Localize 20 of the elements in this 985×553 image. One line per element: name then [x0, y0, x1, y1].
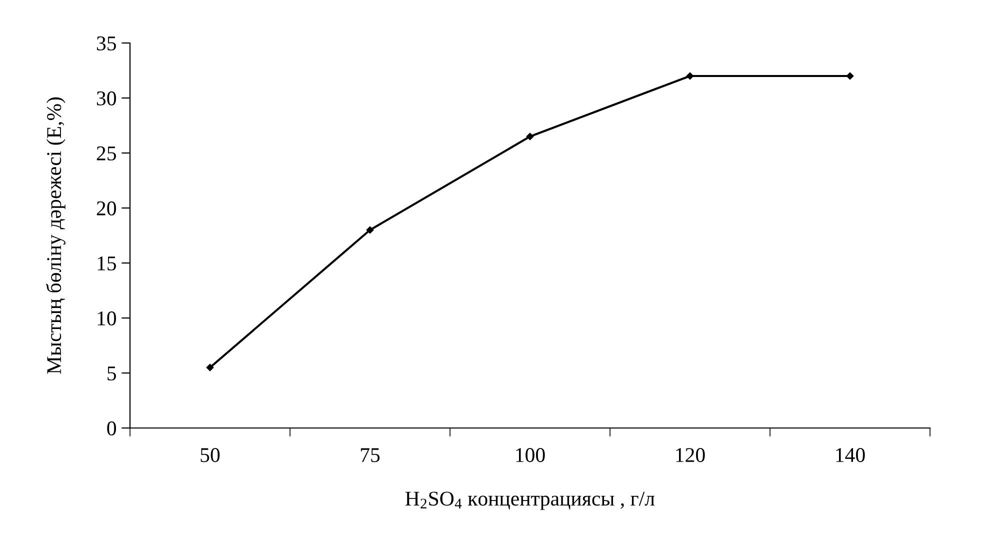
y-tick-label: 20: [96, 201, 116, 216]
y-tick-label: 15: [98, 256, 116, 270]
y-tick-label: 0: [107, 421, 116, 436]
x-tick-label: 140: [836, 448, 865, 462]
x-tick-label: 100: [516, 448, 545, 462]
y-tick-label: 35: [96, 36, 116, 50]
point: [846, 72, 854, 80]
y-axis-title: Мыстың бөліну дәрежесі (E,%): [46, 97, 66, 374]
point: [526, 132, 534, 140]
x-tick-label: 120: [676, 448, 705, 462]
x-tick-label: 50: [200, 448, 220, 462]
point: [366, 226, 374, 234]
y-tick-label: 5: [108, 366, 116, 380]
x-axis-title: H$_{2}$SO$_{4}$ концентрациясы , г/л: [405, 492, 655, 510]
y-tick-label: 10: [98, 311, 116, 326]
point: [206, 364, 214, 372]
x-tick-label: 75: [360, 448, 380, 462]
point: [686, 72, 694, 80]
y-tick-label: 30: [96, 91, 116, 106]
y-tick-label: 25: [96, 146, 116, 160]
